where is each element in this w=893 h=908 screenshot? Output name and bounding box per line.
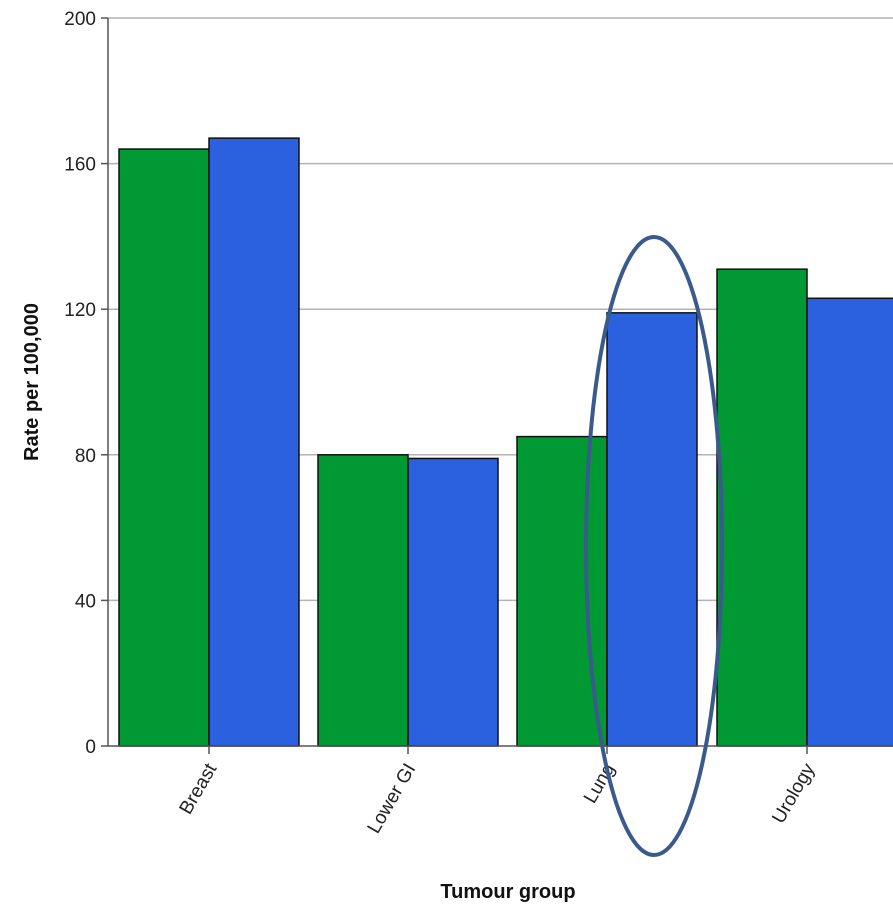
bar-urology-series-1 [716, 268, 808, 747]
bar-lower-gi-series-1 [317, 454, 409, 747]
bar-urology-series-2 [806, 297, 893, 747]
bar-lung-series-1 [516, 435, 608, 747]
y-tick-label-160: 160 [64, 155, 96, 176]
bar-breast-series-1 [118, 148, 210, 747]
y-tick-labels: 0 40 80 120 160 200 [64, 9, 108, 758]
y-axis-title: Rate per 100,000 [21, 303, 43, 461]
annotations [584, 235, 724, 857]
x-axis-title: Tumour group [440, 881, 575, 903]
y-tick-label-0: 0 [85, 737, 96, 758]
y-tick-label-200: 200 [64, 9, 96, 30]
x-tick-labels: Breast Lower GI Lung Urology [176, 746, 820, 837]
bar-breast-series-2 [208, 137, 300, 747]
x-tick-label-breast: Breast [176, 759, 222, 818]
x-tick-label-lower-gi: Lower GI [364, 760, 421, 837]
bar-lung-series-2 [606, 312, 698, 747]
bars [118, 137, 893, 747]
y-tick-label-120: 120 [64, 300, 96, 321]
x-tick-label-urology: Urology [768, 760, 819, 828]
y-tick-label-80: 80 [75, 446, 96, 467]
axes [107, 18, 893, 747]
bar-lower-gi-series-2 [407, 457, 499, 747]
y-tick-label-40: 40 [75, 591, 96, 612]
highlight-ellipse [584, 235, 724, 857]
